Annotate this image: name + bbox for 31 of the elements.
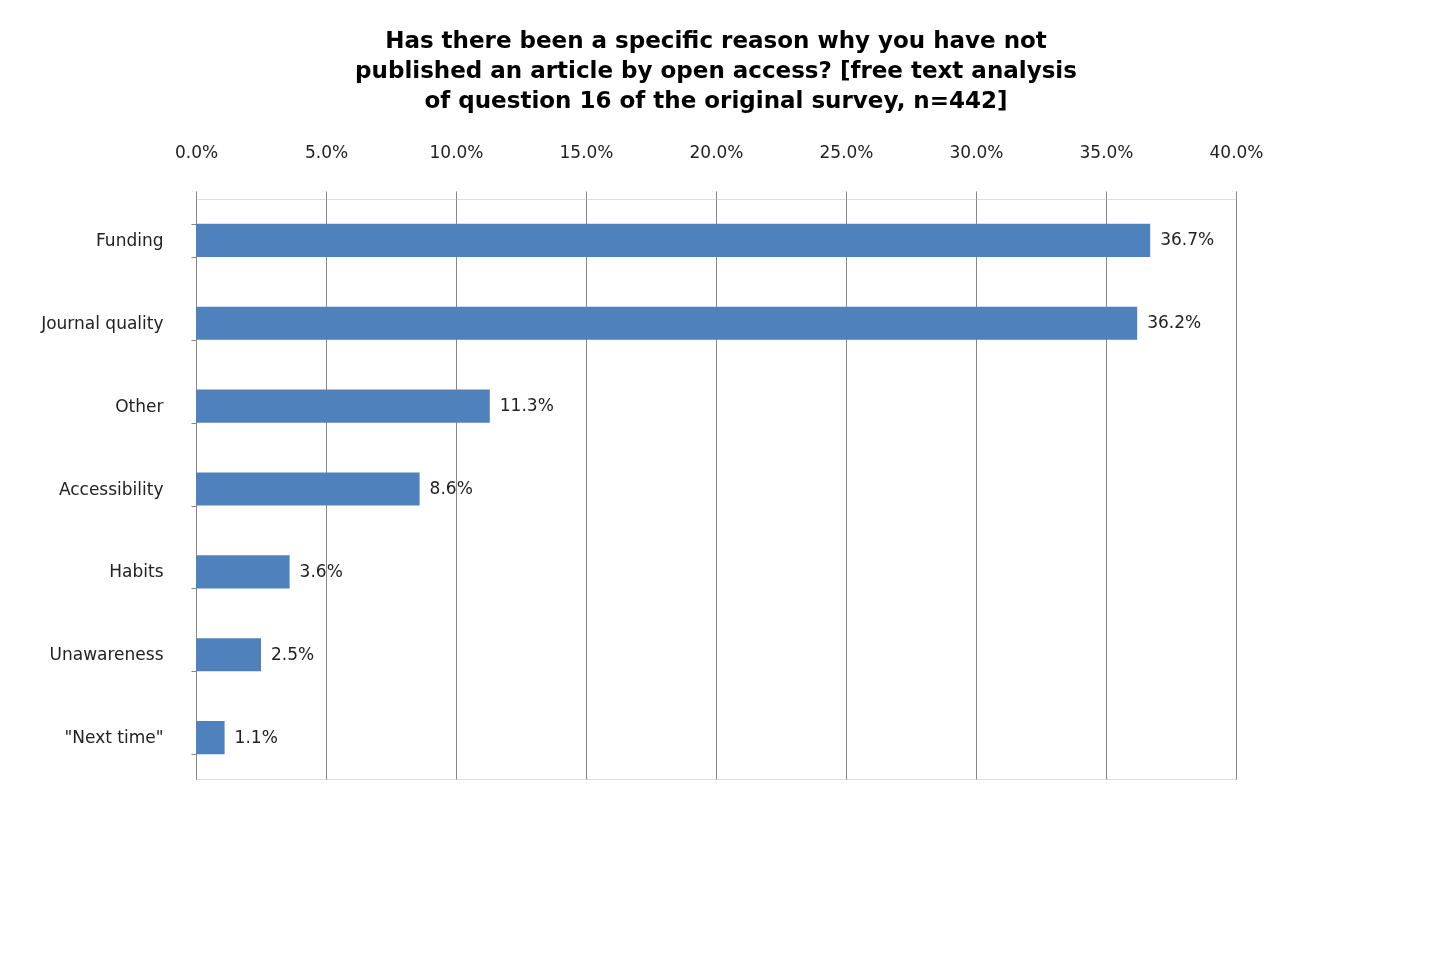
data-label: 11.3%: [499, 395, 554, 416]
data-label: 2.5%: [271, 643, 315, 664]
x-tick-label: 15.0%: [559, 141, 614, 162]
y-tick-label: "Next time": [64, 727, 164, 748]
data-label: 36.2%: [1147, 312, 1202, 333]
x-tick-label: 20.0%: [689, 141, 744, 162]
data-label: 1.1%: [234, 726, 278, 747]
data-label: 3.6%: [299, 560, 343, 581]
x-tick-label: 0.0%: [174, 141, 219, 162]
bar: [196, 472, 420, 506]
data-label: 36.7%: [1160, 229, 1215, 250]
y-tick-label: Accessibility: [58, 478, 164, 499]
x-tick-label: 25.0%: [819, 141, 874, 162]
bar: [196, 223, 1151, 257]
y-tick-label: Other: [115, 395, 164, 416]
y-tick-label: Unawareness: [49, 644, 164, 665]
chart-title: Has there been a specific reason why you have not published an article by open access? [free text analysis of question 16 of the original survey, n=442]: [355, 27, 1077, 113]
bar: [196, 555, 290, 589]
y-tick-label: Journal quality: [40, 312, 164, 333]
x-tick-label: 5.0%: [304, 141, 349, 162]
x-tick-label: 40.0%: [1209, 141, 1264, 162]
bar: [196, 389, 490, 423]
x-tick-label: 30.0%: [949, 141, 1004, 162]
y-tick-label: Habits: [109, 561, 164, 582]
bar: [196, 306, 1138, 340]
bar: [196, 721, 225, 755]
bar: [196, 638, 261, 672]
x-tick-label: 10.0%: [429, 141, 484, 162]
data-label: 8.6%: [429, 478, 473, 498]
x-tick-label: 35.0%: [1079, 141, 1134, 162]
y-tick-label: Funding: [96, 229, 164, 250]
